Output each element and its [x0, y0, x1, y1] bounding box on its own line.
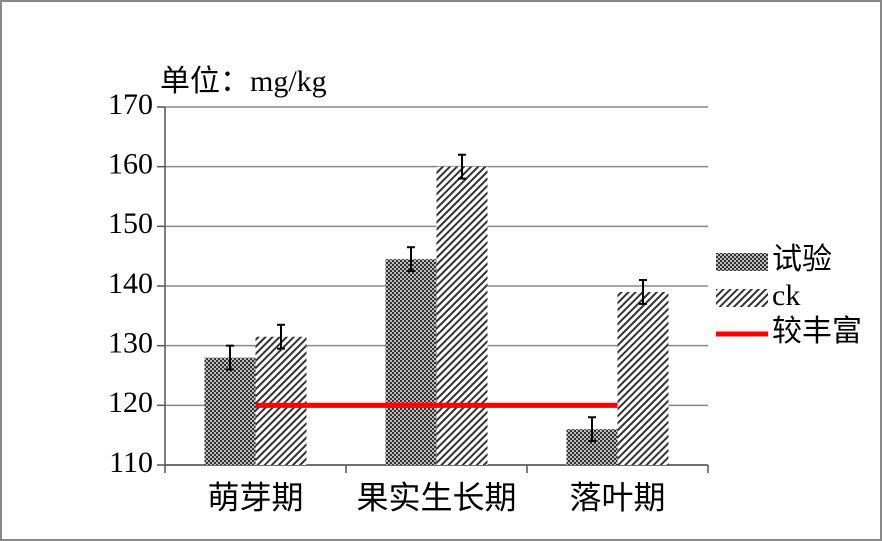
error-bar — [458, 153, 466, 180]
y-tick-label: 120 — [108, 386, 153, 419]
legend-label: 较丰富 — [772, 315, 862, 348]
bar — [204, 357, 256, 465]
y-tick-label: 170 — [108, 88, 153, 121]
x-tick-label: 果实生长期 — [356, 479, 516, 515]
error-bar — [639, 279, 647, 305]
y-tick-label: 110 — [109, 446, 153, 479]
legend-label: 试验 — [772, 243, 832, 276]
bar — [617, 291, 669, 465]
y-tick-label: 160 — [108, 148, 153, 181]
x-tick-label: 落叶期 — [569, 479, 665, 515]
error-bar — [226, 344, 234, 371]
bar — [436, 166, 488, 465]
x-tick-label: 萌芽期 — [207, 479, 303, 515]
legend-swatch — [716, 253, 768, 271]
y-tick-label: 140 — [108, 267, 153, 300]
y-tick-label: 130 — [108, 327, 153, 360]
legend-label: ck — [772, 279, 800, 312]
error-bar — [588, 416, 596, 443]
error-bar — [277, 323, 285, 350]
bar — [255, 336, 307, 465]
y-unit-label: 单位：mg/kg — [160, 65, 327, 98]
y-tick-label: 150 — [108, 207, 153, 240]
bar — [385, 259, 437, 465]
legend-swatch — [716, 289, 768, 307]
error-bar — [407, 246, 415, 273]
